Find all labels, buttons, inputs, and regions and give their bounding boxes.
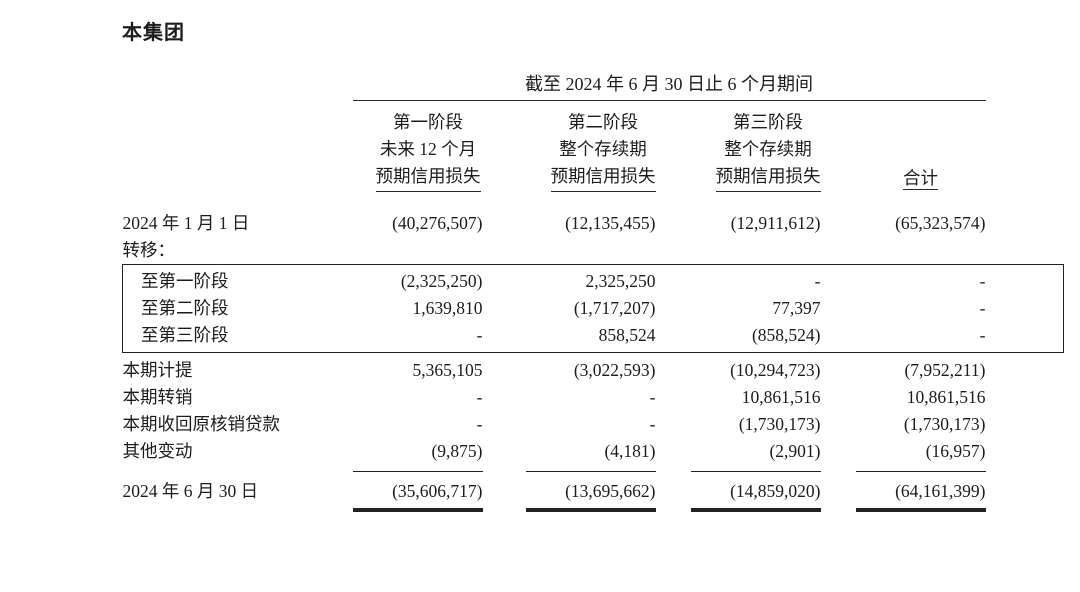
amount-cell: (12,135,455)	[565, 213, 656, 233]
amount-cell: -	[814, 271, 821, 291]
row-label: 本期转销	[122, 387, 193, 407]
row-label: 转移：	[122, 240, 176, 260]
amount-cell: 2,325,250	[585, 271, 656, 291]
stage3-ecl-label: 预期信用损失	[715, 163, 821, 192]
amount-cell: -	[476, 414, 483, 434]
stage2-basis: 整个存续期	[559, 139, 647, 159]
row-label: 至第三阶段	[141, 325, 229, 345]
stage1-basis: 未来 12 个月	[379, 139, 477, 159]
spacer-cell	[986, 353, 1064, 385]
stage1-ecl-label: 预期信用损失	[375, 163, 481, 192]
amount-cell: (40,276,507)	[392, 213, 483, 233]
amount-cell: -	[979, 271, 986, 291]
spacer-cell	[986, 384, 1064, 411]
stage2-title: 第二阶段	[568, 112, 638, 132]
column-header-total: 合计	[821, 101, 986, 193]
row-opening-balance: 2024 年 1 月 1 日 (40,276,507) (12,135,455)…	[123, 192, 1064, 237]
row-label: 本期计提	[122, 360, 193, 380]
ecl-movement-table: 截至 2024 年 6 月 30 日止 6 个月期间 第一阶段 未来 12 个月…	[122, 71, 1064, 509]
spacer-cell	[123, 71, 353, 101]
row-recovery: 本期收回原核销贷款 - - (1,730,173) (1,730,173)	[123, 411, 1064, 438]
row-label: 至第二阶段	[141, 298, 229, 318]
stage2-ecl-label: 预期信用损失	[550, 163, 656, 192]
amount-cell: 10,861,516	[906, 387, 986, 407]
row-write-off: 本期转销 - - 10,861,516 10,861,516	[123, 384, 1064, 411]
amount-cell: -	[979, 325, 986, 345]
amount-cell: (1,730,173)	[738, 414, 821, 434]
spacer-cell	[986, 101, 1064, 193]
row-label: 2024 年 1 月 1 日	[122, 213, 250, 233]
amount-cell: (2,901)	[769, 441, 821, 461]
amount-cell: (9,875)	[431, 441, 483, 461]
amount-cell: (12,911,612)	[730, 213, 821, 233]
amount-cell: (14,859,020)	[656, 465, 821, 509]
stage3-title: 第三阶段	[733, 112, 803, 132]
movements-section: 本期计提 5,365,105 (3,022,593) (10,294,723) …	[123, 353, 1064, 509]
spacer-cell	[986, 322, 1064, 353]
amount-cell: (2,325,250)	[400, 271, 483, 291]
row-transfer-to-stage1: 至第一阶段 (2,325,250) 2,325,250 - -	[123, 265, 1064, 296]
table-header: 截至 2024 年 6 月 30 日止 6 个月期间 第一阶段 未来 12 个月…	[123, 71, 1064, 192]
amount-cell: 858,524	[598, 325, 656, 345]
amount-cell: (10,294,723)	[730, 360, 821, 380]
stage1-title: 第一阶段	[393, 112, 463, 132]
amount-cell: 77,397	[772, 298, 821, 318]
row-transfer-to-stage2: 至第二阶段 1,639,810 (1,717,207) 77,397 -	[123, 295, 1064, 322]
row-provision: 本期计提 5,365,105 (3,022,593) (10,294,723) …	[123, 353, 1064, 385]
period-header: 截至 2024 年 6 月 30 日止 6 个月期间	[352, 71, 986, 101]
amount-cell: -	[979, 298, 986, 318]
amount-cell: (1,730,173)	[903, 414, 986, 434]
amount-cell: -	[649, 387, 656, 407]
total-label: 合计	[903, 168, 938, 190]
period-header-row: 截至 2024 年 6 月 30 日止 6 个月期间	[123, 71, 1064, 101]
amount-cell: 10,861,516	[741, 387, 821, 407]
row-label: 本期收回原核销贷款	[122, 414, 281, 434]
amount-cell: (7,952,211)	[904, 360, 986, 380]
spacer-cell	[986, 192, 1064, 237]
opening-section: 2024 年 1 月 1 日 (40,276,507) (12,135,455)…	[123, 192, 1064, 265]
row-label: 其他变动	[122, 441, 193, 461]
row-label: 至第一阶段	[141, 271, 229, 291]
row-label: 2024 年 6 月 30 日	[122, 481, 259, 501]
amount-cell: (858,524)	[751, 325, 821, 345]
spacer-cell	[123, 101, 353, 193]
row-other-changes: 其他变动 (9,875) (4,181) (2,901) (16,957)	[123, 438, 1064, 465]
amount-cell: (13,695,662)	[481, 465, 656, 509]
amount-cell: (3,022,593)	[573, 360, 656, 380]
spacer-cell	[986, 465, 1064, 509]
page-title: 本集团	[122, 22, 185, 44]
spacer-cell	[986, 265, 1064, 296]
transfers-boxed-section: 至第一阶段 (2,325,250) 2,325,250 - - 至第二阶段 1,…	[122, 264, 1064, 353]
amount-cell: -	[476, 325, 483, 345]
amount-cell: 5,365,105	[412, 360, 483, 380]
row-transfers-heading: 转移：	[123, 237, 1064, 265]
amount-cell: (64,161,399)	[821, 465, 986, 509]
spacer-cell	[986, 295, 1064, 322]
amount-cell: (35,606,717)	[352, 465, 483, 509]
row-transfer-to-stage3: 至第三阶段 - 858,524 (858,524) -	[123, 322, 1064, 353]
spacer-cell	[986, 71, 1064, 101]
column-header-stage3: 第三阶段 整个存续期 预期信用损失	[656, 101, 821, 192]
amount-cell: (16,957)	[925, 441, 986, 461]
stage3-basis: 整个存续期	[724, 139, 812, 159]
amount-cell: (65,323,574)	[895, 213, 986, 233]
amount-cell: (1,717,207)	[573, 298, 656, 318]
amount-cell: -	[476, 387, 483, 407]
amount-cell: 1,639,810	[412, 298, 483, 318]
spacer-cell	[986, 411, 1064, 438]
column-header-stage2: 第二阶段 整个存续期 预期信用损失	[481, 101, 656, 192]
column-header-stage1: 第一阶段 未来 12 个月 预期信用损失	[353, 101, 481, 192]
amount-cell: -	[649, 414, 656, 434]
row-closing-balance: 2024 年 6 月 30 日 (35,606,717) (13,695,662…	[123, 465, 1064, 509]
spacer-cell	[986, 438, 1064, 465]
amount-cell: (4,181)	[604, 441, 656, 461]
column-header-row: 第一阶段 未来 12 个月 预期信用损失 第二阶段 整个存续期 预期信用损失 第…	[123, 101, 1064, 193]
